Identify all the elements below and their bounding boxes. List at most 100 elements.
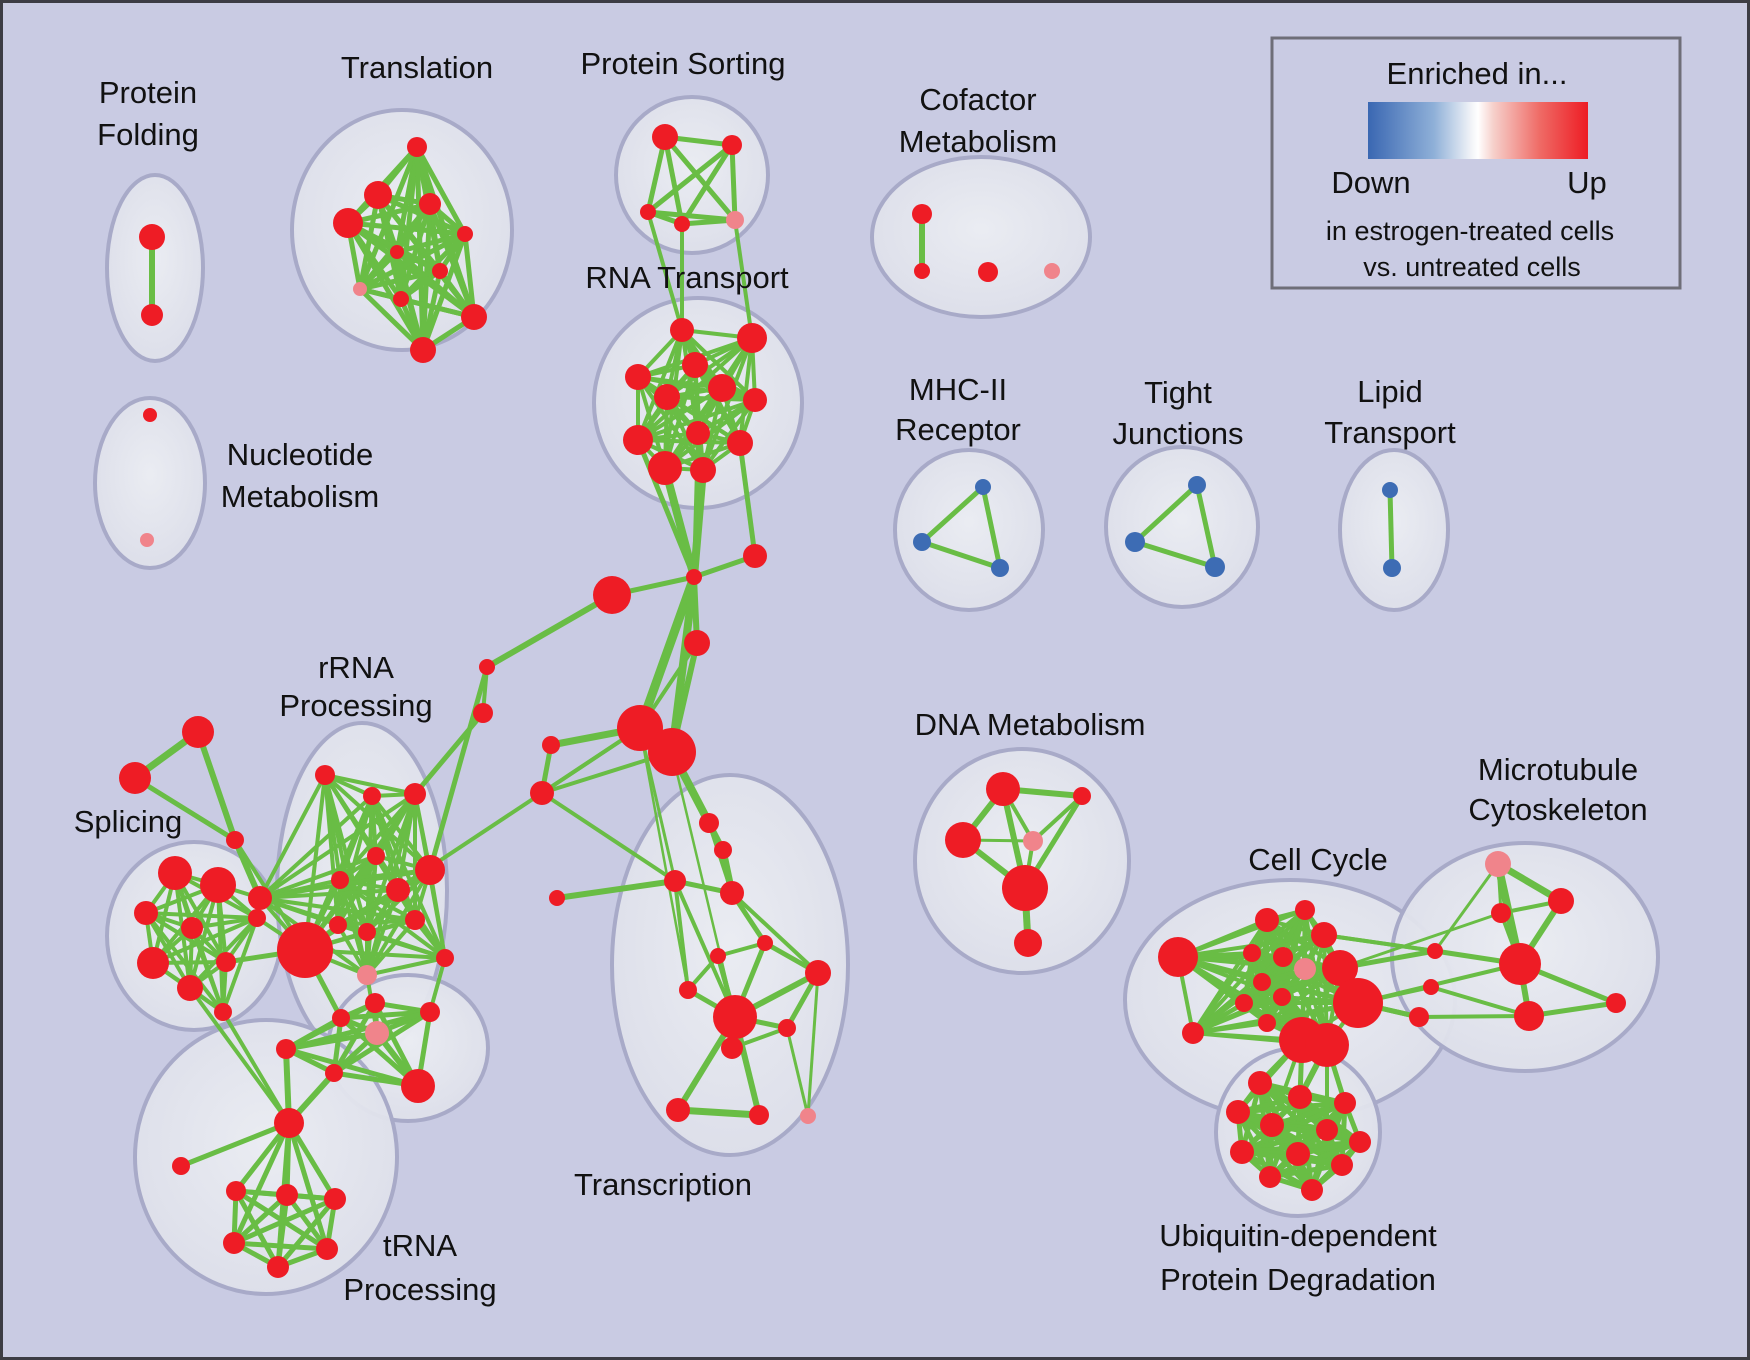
edge — [340, 1009, 431, 1021]
gene-set-node — [1273, 988, 1291, 1006]
gene-set-node — [757, 935, 773, 951]
gene-set-node — [407, 137, 427, 157]
gene-set-node — [690, 457, 716, 483]
edge — [1191, 951, 1254, 1035]
edge — [1194, 484, 1218, 568]
gene-set-node — [457, 226, 473, 242]
edge — [133, 775, 237, 843]
edge — [303, 726, 642, 952]
gene-set-node — [1253, 973, 1271, 991]
edge — [180, 1120, 290, 1169]
edge — [233, 1196, 336, 1246]
gene-set-node — [1311, 922, 1337, 948]
cluster-label-splicing: Splicing — [74, 804, 183, 839]
gene-set-node — [358, 923, 376, 941]
edge — [233, 1189, 281, 1269]
gene-set-node — [1023, 831, 1043, 851]
cluster-label-protein-folding: Protein — [99, 75, 197, 110]
gene-set-node — [141, 304, 163, 326]
gene-set-node — [200, 867, 236, 903]
gene-set-node — [357, 965, 377, 985]
cluster-label-tight-junctions: Tight — [1144, 375, 1212, 410]
gene-set-node — [945, 822, 981, 858]
edge — [1387, 489, 1395, 569]
edge — [733, 219, 754, 339]
legend-box — [1270, 36, 1682, 290]
edge — [258, 794, 374, 900]
gene-set-node — [805, 960, 831, 986]
edge — [1430, 985, 1530, 1018]
gene-set-node — [277, 922, 333, 978]
edge — [195, 731, 238, 841]
edge — [1339, 911, 1502, 970]
edge — [358, 250, 399, 291]
gene-set-node — [1548, 888, 1574, 914]
gene-set-node — [1427, 943, 1443, 959]
cluster-label-trna-processing: tRNA — [383, 1228, 457, 1263]
gene-set-node — [542, 736, 560, 754]
edge — [358, 287, 425, 352]
cluster-ellipse-nucleotide-metabolism — [93, 396, 207, 570]
gene-set-node — [664, 870, 686, 892]
edge — [286, 1122, 330, 1250]
edge — [637, 375, 756, 402]
edge — [366, 956, 446, 977]
gene-set-node — [978, 262, 998, 282]
gene-set-node — [1248, 1071, 1272, 1095]
gene-set-node — [315, 765, 335, 785]
edge — [673, 880, 737, 1018]
gene-set-node — [1073, 787, 1091, 805]
edge — [635, 575, 699, 730]
gene-set-node — [684, 630, 710, 656]
edge — [233, 1240, 328, 1252]
gene-set-node — [1260, 1113, 1284, 1137]
cluster-label-rna-transport: RNA Transport — [585, 260, 789, 295]
gene-set-node — [778, 1019, 796, 1037]
edge — [276, 1197, 337, 1269]
gene-set-node — [1014, 929, 1042, 957]
edge — [1177, 908, 1306, 959]
edge — [921, 539, 1001, 571]
gene-set-node — [1188, 476, 1206, 494]
gene-set-node — [722, 135, 742, 155]
gene-set-node — [329, 916, 347, 934]
edge — [646, 143, 734, 214]
gene-set-node — [721, 1037, 743, 1059]
gene-set-node — [708, 374, 736, 402]
edge — [414, 145, 468, 236]
edge — [258, 792, 417, 900]
cluster-label-protein-folding: Folding — [97, 117, 199, 152]
gene-set-node — [913, 533, 931, 551]
gene-set-node — [1288, 1085, 1312, 1109]
edge — [284, 1193, 330, 1251]
gene-set-node — [648, 451, 682, 485]
gene-set-node — [432, 263, 448, 279]
cluster-ellipse-tight-junctions — [1104, 445, 1260, 609]
gene-set-node — [714, 841, 732, 859]
legend: Enriched in... Down Up in estrogen-treat… — [1270, 36, 1682, 290]
gene-set-node — [679, 981, 697, 999]
cluster-label-cofactor-metabolism: Cofactor — [919, 82, 1036, 117]
gene-set-node — [410, 337, 436, 363]
edge — [540, 791, 677, 883]
edge — [637, 398, 756, 442]
edge — [677, 1106, 760, 1119]
edge — [1192, 966, 1341, 1035]
edge — [1323, 933, 1436, 953]
edge — [285, 1046, 419, 1089]
gene-set-node — [991, 559, 1009, 577]
gene-set-node — [1243, 944, 1261, 962]
cluster-label-cell-cycle: Cell Cycle — [1248, 842, 1388, 877]
edge — [275, 1194, 290, 1268]
edge — [413, 711, 485, 796]
gene-set-node — [405, 910, 425, 930]
edge — [365, 918, 417, 977]
gene-set-node — [743, 388, 767, 412]
gene-set-node — [143, 408, 157, 422]
edge — [216, 884, 225, 1013]
gene-set-node — [1383, 559, 1401, 577]
gene-set-node — [248, 886, 272, 910]
gene-set-node — [749, 1105, 769, 1125]
